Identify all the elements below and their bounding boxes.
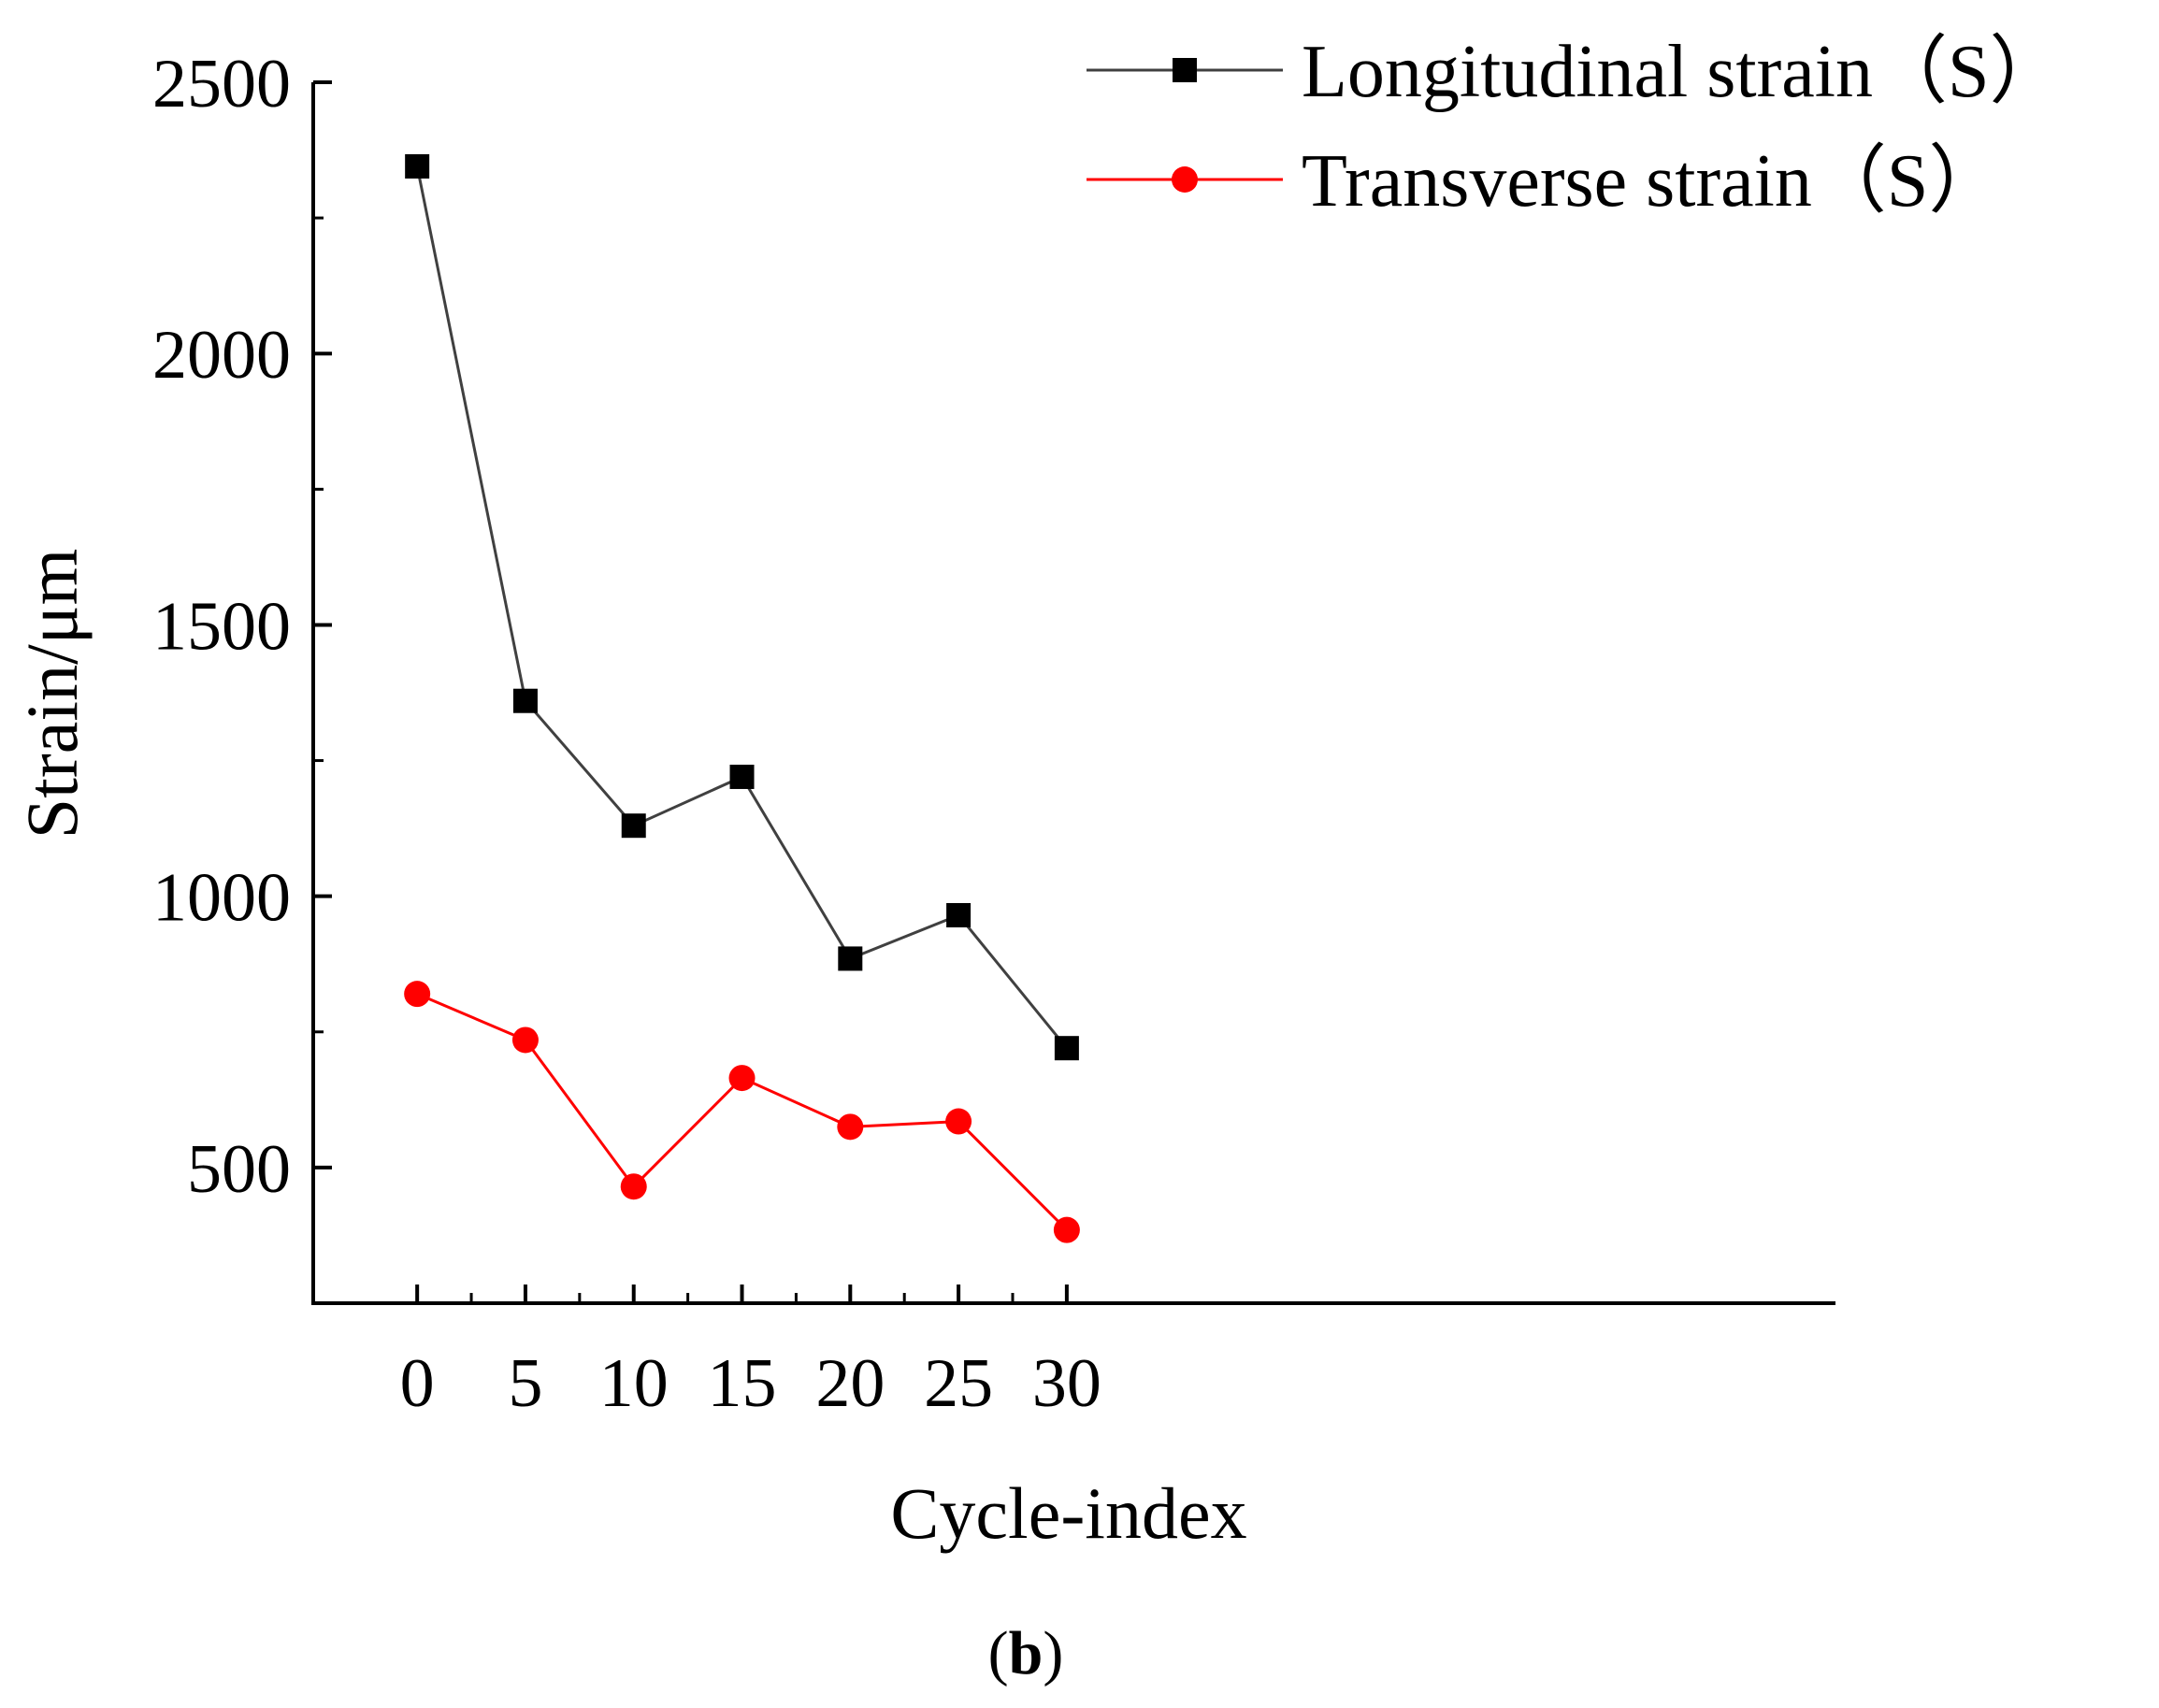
x-tick-label: 20 (815, 1345, 885, 1422)
x-tick-label: 30 (1032, 1345, 1101, 1422)
x-tick-label: 0 (400, 1345, 435, 1422)
y-ticks: 500 1000 1500 2000 2500 (152, 46, 332, 1208)
data-point-longitudinal (405, 153, 430, 179)
legend-label-longitudinal: Longitudinal strain（S） (1302, 31, 2065, 113)
data-point-longitudinal (512, 688, 538, 713)
y-tick-label: 1000 (152, 860, 291, 937)
data-point-transverse (404, 981, 431, 1008)
y-tick-label: 2000 (152, 317, 291, 394)
legend-marker-transverse (1172, 166, 1198, 193)
x-tick-label: 15 (708, 1345, 777, 1422)
legend: Longitudinal strain（S） Transverse strain（… (1087, 31, 2065, 222)
data-point-transverse (837, 1113, 864, 1141)
x-tick-label: 25 (924, 1345, 993, 1422)
caption-open-paren: ( (988, 1619, 1009, 1687)
x-ticks: 0 5 10 15 20 25 30 (400, 1285, 1101, 1422)
legend-label-transverse: Transverse strain（S） (1302, 140, 2003, 222)
series-layer (404, 153, 1080, 1243)
series-line-transverse (416, 992, 1068, 1231)
data-point-longitudinal (729, 764, 755, 789)
x-tick-label: 10 (599, 1345, 669, 1422)
y-tick-label: 500 (187, 1131, 291, 1208)
series-transverse (404, 981, 1080, 1243)
data-point-longitudinal (621, 813, 646, 839)
data-point-transverse (1053, 1216, 1080, 1243)
series-longitudinal (405, 153, 1079, 1061)
y-tick-label: 1500 (152, 588, 291, 665)
data-point-transverse (620, 1173, 647, 1200)
data-point-transverse (728, 1065, 756, 1092)
data-point-longitudinal (838, 946, 863, 971)
y-axis-title: Strain/μm (11, 549, 93, 839)
caption-letter: b (1009, 1619, 1044, 1687)
x-axis-title: Cycle-index (890, 1472, 1246, 1554)
figure-caption: (b) (988, 1619, 1064, 1687)
x-tick-label: 5 (508, 1345, 542, 1422)
data-point-transverse (945, 1108, 972, 1135)
data-point-longitudinal (1054, 1036, 1079, 1061)
legend-marker-longitudinal (1173, 58, 1197, 82)
y-tick-label: 2500 (152, 46, 291, 122)
axes: 0 5 10 15 20 25 30 500 1000 1500 2000 2500 (152, 46, 1835, 1422)
data-point-transverse (511, 1026, 539, 1054)
caption-close-paren: ) (1043, 1619, 1063, 1687)
data-point-longitudinal (946, 902, 972, 927)
